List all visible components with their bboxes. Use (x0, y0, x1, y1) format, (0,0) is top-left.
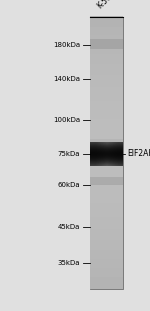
Text: 140kDa: 140kDa (53, 76, 80, 82)
Text: EIF2AK1: EIF2AK1 (127, 150, 150, 158)
Text: 180kDa: 180kDa (53, 42, 80, 48)
Bar (90, 17, 123, 289)
Text: 35kDa: 35kDa (58, 260, 80, 266)
Text: 75kDa: 75kDa (58, 151, 80, 157)
Text: 100kDa: 100kDa (53, 117, 80, 123)
Text: 60kDa: 60kDa (58, 182, 80, 188)
Text: K-562: K-562 (96, 0, 117, 11)
Text: 45kDa: 45kDa (58, 224, 80, 230)
